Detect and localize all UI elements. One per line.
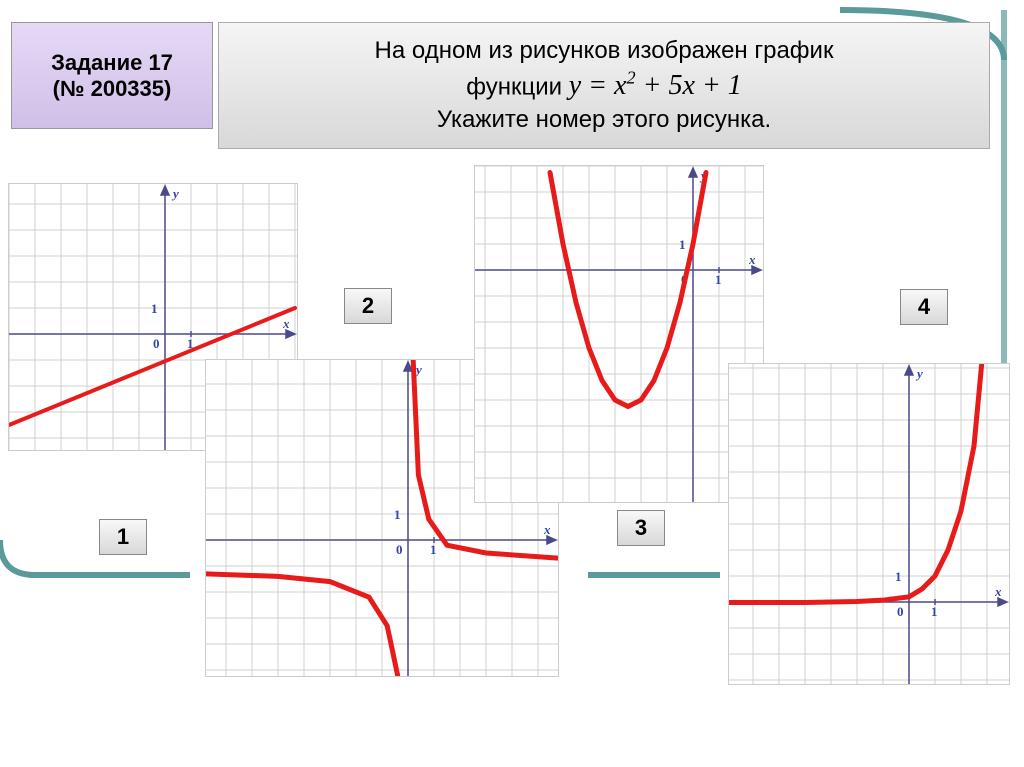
svg-text:x: x <box>994 584 1002 599</box>
question-line3: Укажите номер этого рисунка. <box>437 104 771 135</box>
task-title-line2: (№ 200335) <box>53 76 172 102</box>
task-title-line1: Задание 17 <box>51 50 173 76</box>
svg-text:x: x <box>543 522 551 537</box>
svg-text:1: 1 <box>679 237 686 252</box>
task-box: Задание 17 (№ 200335) <box>11 22 213 129</box>
svg-text:x: x <box>748 252 756 267</box>
svg-text:1: 1 <box>430 542 437 557</box>
chart-3: xy011 <box>474 165 764 503</box>
badge-2[interactable]: 2 <box>344 288 392 324</box>
question-line1: На одном из рисунков изображен график <box>375 35 834 66</box>
formula: y = x2 + 5x + 1 <box>569 70 742 101</box>
question-line2: функции y = x2 + 5x + 1 <box>466 67 742 105</box>
question-box: На одном из рисунков изображен график фу… <box>218 22 990 149</box>
badge-1[interactable]: 1 <box>99 519 147 555</box>
badge-3[interactable]: 3 <box>617 510 665 546</box>
svg-text:1: 1 <box>394 507 401 522</box>
svg-text:0: 0 <box>396 542 403 557</box>
chart-4: x y 0 1 1 <box>728 363 1010 685</box>
svg-text:x: x <box>282 316 290 331</box>
svg-text:1: 1 <box>151 301 158 316</box>
svg-text:0: 0 <box>897 604 904 619</box>
svg-text:y: y <box>171 186 179 201</box>
svg-text:0: 0 <box>153 336 160 351</box>
svg-text:1: 1 <box>895 569 902 584</box>
badge-4[interactable]: 4 <box>900 289 948 325</box>
question-prefix: функции <box>466 73 568 100</box>
svg-text:1: 1 <box>931 604 938 619</box>
svg-text:y: y <box>915 366 923 381</box>
svg-text:1: 1 <box>715 272 722 287</box>
